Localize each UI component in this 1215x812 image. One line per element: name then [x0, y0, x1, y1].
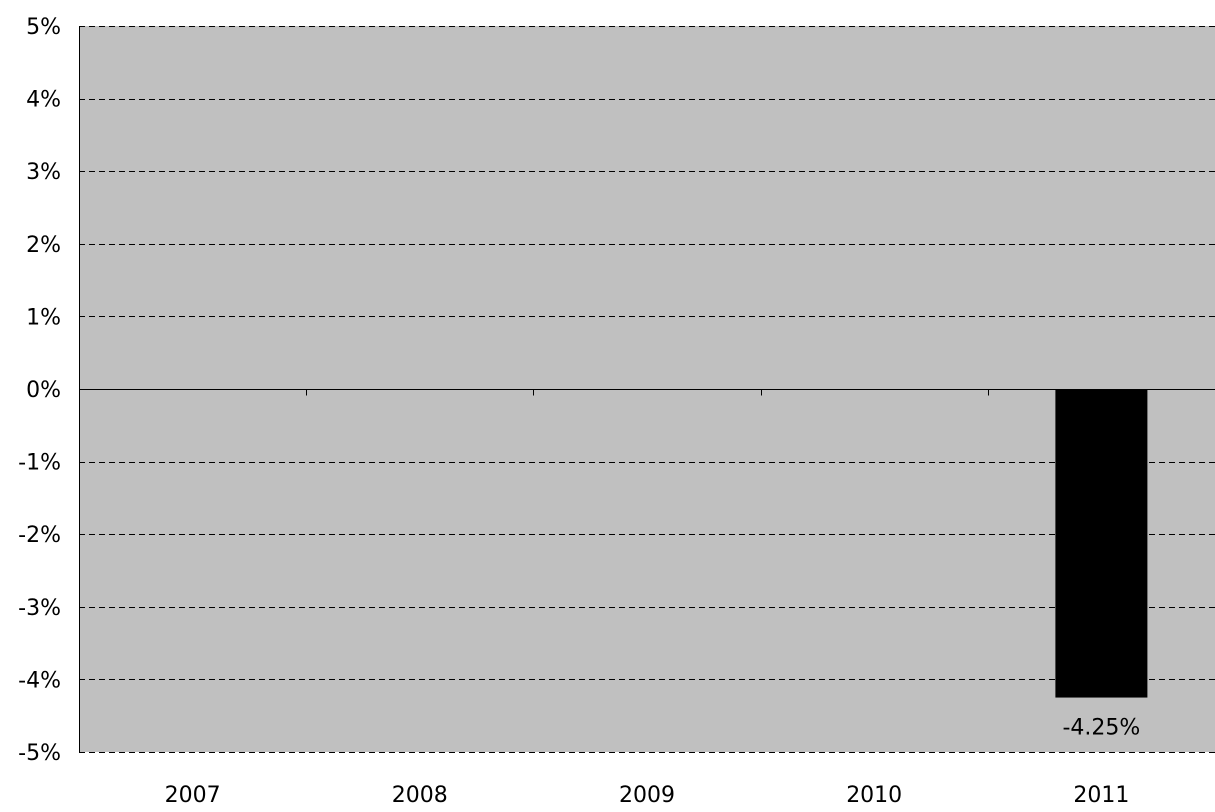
y-tick-label: 0% — [26, 378, 61, 403]
y-axis-tick-labels: 5% 4% 3% 2% 1% 0% -1% -2% -3% -4% -5% — [18, 15, 61, 766]
x-tick-label: 2009 — [619, 783, 675, 807]
y-tick-label: -1% — [18, 451, 61, 476]
x-tick-label: 2010 — [846, 783, 902, 807]
y-tick-label: 2% — [26, 233, 61, 258]
x-tick-label: 2007 — [165, 783, 221, 807]
bars — [1055, 389, 1148, 698]
y-tick-label: 3% — [26, 160, 61, 185]
x-axis-tick-labels: 2007 2008 2009 2010 2011 — [165, 783, 1130, 808]
y-tick-label: -2% — [18, 523, 61, 548]
y-tick-label: -4% — [18, 668, 61, 693]
y-tick-label: -3% — [18, 596, 61, 621]
data-labels: -4.25% — [1062, 716, 1140, 741]
x-tick-label: 2011 — [1073, 783, 1129, 807]
x-tick-label: 2008 — [392, 783, 448, 807]
data-label: -4.25% — [1062, 716, 1140, 741]
y-tick-label: 4% — [26, 88, 61, 113]
bar-2011 — [1055, 389, 1148, 698]
y-tick-label: -5% — [18, 741, 61, 766]
x-axis-tick-marks — [306, 389, 989, 396]
y-tick-label: 1% — [26, 305, 61, 330]
y-tick-label: 5% — [26, 15, 61, 40]
